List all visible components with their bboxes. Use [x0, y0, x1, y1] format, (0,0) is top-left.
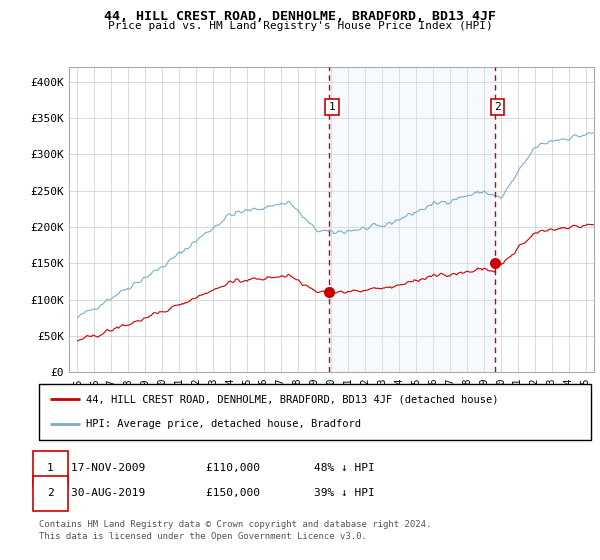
Text: Contains HM Land Registry data © Crown copyright and database right 2024.: Contains HM Land Registry data © Crown c… — [39, 520, 431, 529]
Text: 2: 2 — [494, 102, 501, 112]
Text: 17-NOV-2009         £110,000        48% ↓ HPI: 17-NOV-2009 £110,000 48% ↓ HPI — [71, 463, 374, 473]
Text: 30-AUG-2019         £150,000        39% ↓ HPI: 30-AUG-2019 £150,000 39% ↓ HPI — [71, 488, 374, 498]
Text: 2: 2 — [47, 488, 54, 498]
FancyBboxPatch shape — [39, 384, 591, 440]
Bar — [329, 67, 495, 372]
Text: Price paid vs. HM Land Registry's House Price Index (HPI): Price paid vs. HM Land Registry's House … — [107, 21, 493, 31]
Text: 44, HILL CREST ROAD, DENHOLME, BRADFORD, BD13 4JF: 44, HILL CREST ROAD, DENHOLME, BRADFORD,… — [104, 10, 496, 22]
Text: This data is licensed under the Open Government Licence v3.0.: This data is licensed under the Open Gov… — [39, 532, 367, 541]
Text: 1: 1 — [329, 102, 335, 112]
Text: 1: 1 — [47, 463, 54, 473]
Text: HPI: Average price, detached house, Bradford: HPI: Average price, detached house, Brad… — [86, 419, 361, 429]
Text: 44, HILL CREST ROAD, DENHOLME, BRADFORD, BD13 4JF (detached house): 44, HILL CREST ROAD, DENHOLME, BRADFORD,… — [86, 394, 499, 404]
